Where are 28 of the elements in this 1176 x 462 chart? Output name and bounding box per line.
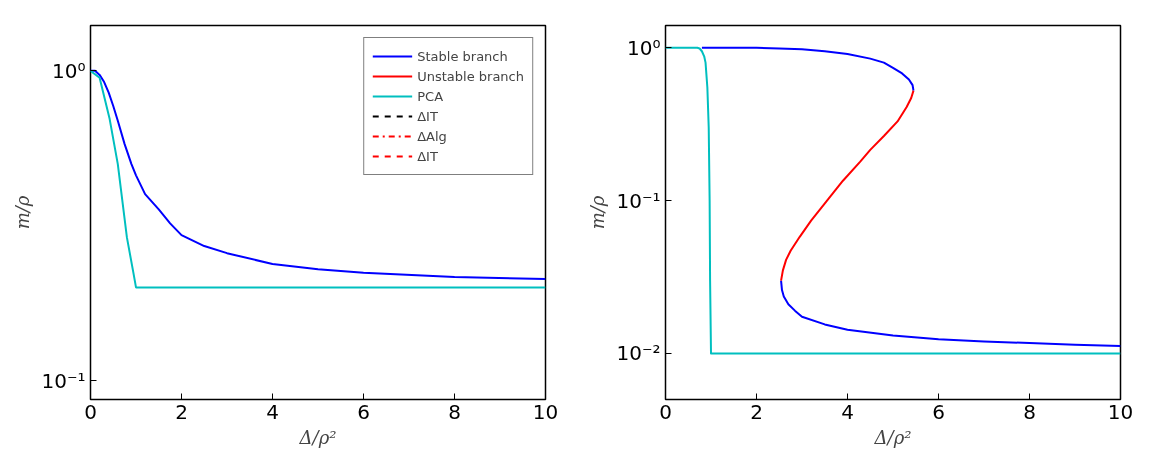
y-tick-label: 10⁰ — [627, 35, 661, 60]
legend-label: Unstable branch — [417, 68, 524, 84]
y-axis-title: m/ρ — [12, 195, 34, 230]
y-tick-label: 10⁻¹ — [41, 368, 86, 393]
x-tick-label: 0 — [84, 399, 97, 424]
y-tick-label: 10⁻¹ — [616, 188, 661, 213]
x-tick-label: 6 — [357, 399, 370, 424]
legend-label: ΔIT — [417, 148, 438, 164]
legend-label: ΔIT — [417, 108, 438, 124]
x-tick-label: 8 — [1023, 399, 1036, 424]
x-axis-title: Δ/ρ² — [298, 426, 337, 448]
line-series — [780, 89, 915, 282]
y-tick-label: 10⁻² — [616, 341, 661, 366]
legend-label: ΔAlg — [417, 128, 447, 144]
x-tick-label: 4 — [841, 399, 854, 424]
x-tick-label: 4 — [266, 399, 279, 424]
legend-label: PCA — [417, 88, 444, 104]
x-tick-label: 2 — [750, 399, 763, 424]
x-tick-label: 10 — [1107, 399, 1134, 424]
x-axis-title: Δ/ρ² — [873, 426, 912, 448]
x-tick-label: 6 — [932, 399, 945, 424]
x-tick-label: 10 — [532, 399, 559, 424]
legend-label: Stable branch — [417, 48, 508, 64]
x-tick-label: 0 — [659, 399, 672, 424]
x-tick-label: 2 — [175, 399, 188, 424]
y-axis-title: m/ρ — [587, 195, 609, 230]
x-tick-label: 8 — [448, 399, 461, 424]
y-tick-label: 10⁰ — [52, 58, 86, 83]
